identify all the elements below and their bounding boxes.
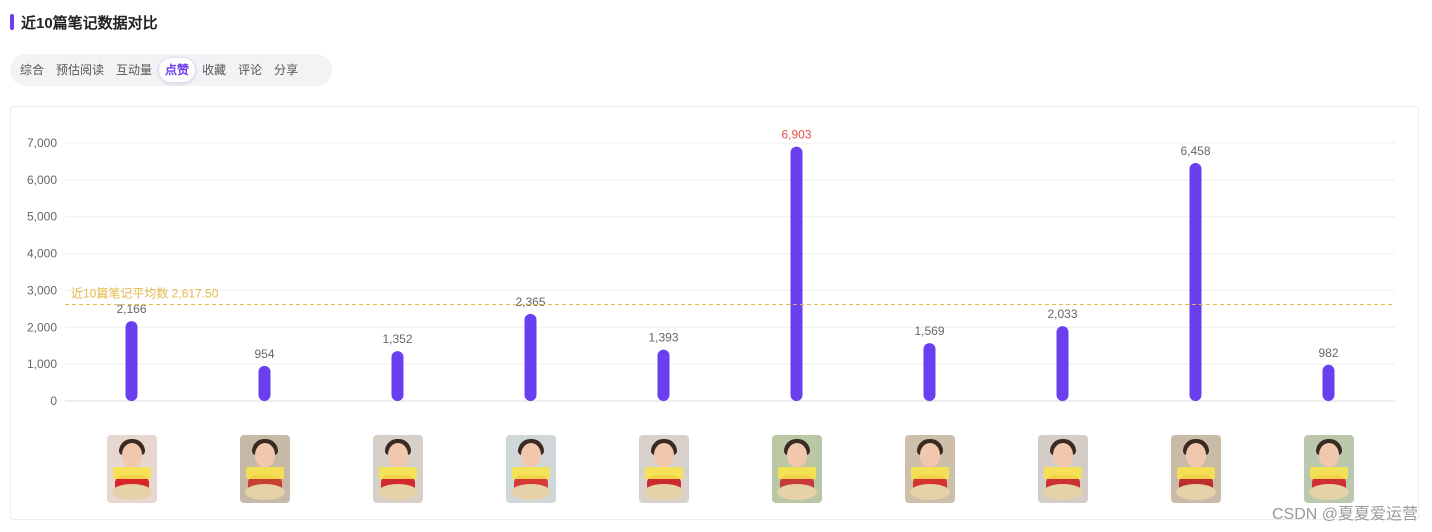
bar-value-label: 982: [1318, 346, 1338, 360]
average-label: 近10篇笔记平均数 2,617.50: [71, 286, 219, 301]
y-tick-label: 3,000: [27, 283, 57, 297]
y-tick-label: 5,000: [27, 210, 57, 224]
title-accent-bar: [10, 14, 14, 30]
bar: [125, 321, 138, 401]
tab-interactions[interactable]: 互动量: [116, 63, 153, 77]
tab-overview[interactable]: 综合: [20, 63, 45, 77]
note-cover-photo[interactable]: [106, 435, 157, 503]
watermark: CSDN @夏夏爱运营: [1271, 506, 1418, 523]
y-tick-label: 7,000: [27, 136, 57, 150]
bar-value-label: 1,569: [914, 324, 944, 338]
note-cover-photo[interactable]: [1037, 435, 1088, 503]
note-cover-photo[interactable]: [239, 435, 290, 503]
tab-likes[interactable]: 点赞: [158, 57, 197, 83]
note-cover-photo[interactable]: [1170, 435, 1221, 503]
y-tick-label: 6,000: [27, 173, 57, 187]
note-cover-photo[interactable]: [372, 435, 423, 503]
tab-shares[interactable]: 分享: [274, 63, 299, 77]
bar: [258, 365, 271, 401]
section-title: 近10篇笔记数据对比: [21, 14, 158, 32]
section-header: 近10篇笔记数据对比: [10, 12, 158, 32]
note-cover-photo[interactable]: [904, 435, 955, 503]
bar-value-label: 6,458: [1180, 144, 1210, 158]
bar-value-label: 6,903: [781, 128, 811, 142]
bar-value-label: 2,365: [515, 295, 545, 309]
note-cover-photo[interactable]: [505, 435, 556, 503]
y-tick-label: 2,000: [27, 320, 57, 334]
note-cover-photo[interactable]: [1303, 435, 1354, 503]
bar: [790, 146, 803, 401]
bar-value-label: 2,033: [1047, 307, 1077, 321]
bar-value-label: 954: [254, 347, 274, 361]
tab-comments[interactable]: 评论: [238, 63, 263, 77]
y-tick-label: 4,000: [27, 247, 57, 261]
tab-estimated-reads[interactable]: 预估阅读: [56, 63, 105, 77]
bar: [1189, 162, 1202, 401]
bar: [657, 349, 670, 401]
note-cover-photo[interactable]: [771, 435, 822, 503]
chart-card: 0 1,000 2,000 3,000 4,000 5,000 6,000 7,000 2,16…: [10, 106, 1419, 520]
bar: [1322, 364, 1335, 401]
bar: [391, 351, 404, 401]
bar-value-label: 2,166: [116, 302, 146, 316]
bar-value-label: 1,352: [382, 332, 412, 346]
tab-favorites[interactable]: 收藏: [202, 63, 227, 77]
bar: [524, 313, 537, 401]
note-cover-photo[interactable]: [638, 435, 689, 503]
y-tick-label: 0: [50, 394, 57, 407]
metric-tabs: 综合 预估阅读 互动量 点赞 收藏 评论 分享: [10, 54, 332, 86]
likes-bar-chart: 0 1,000 2,000 3,000 4,000 5,000 6,000 7,000 2,16…: [27, 128, 1395, 407]
bar: [1056, 326, 1069, 401]
bar: [923, 343, 936, 401]
bar-value-label: 1,393: [648, 331, 678, 345]
y-tick-label: 1,000: [27, 357, 57, 371]
